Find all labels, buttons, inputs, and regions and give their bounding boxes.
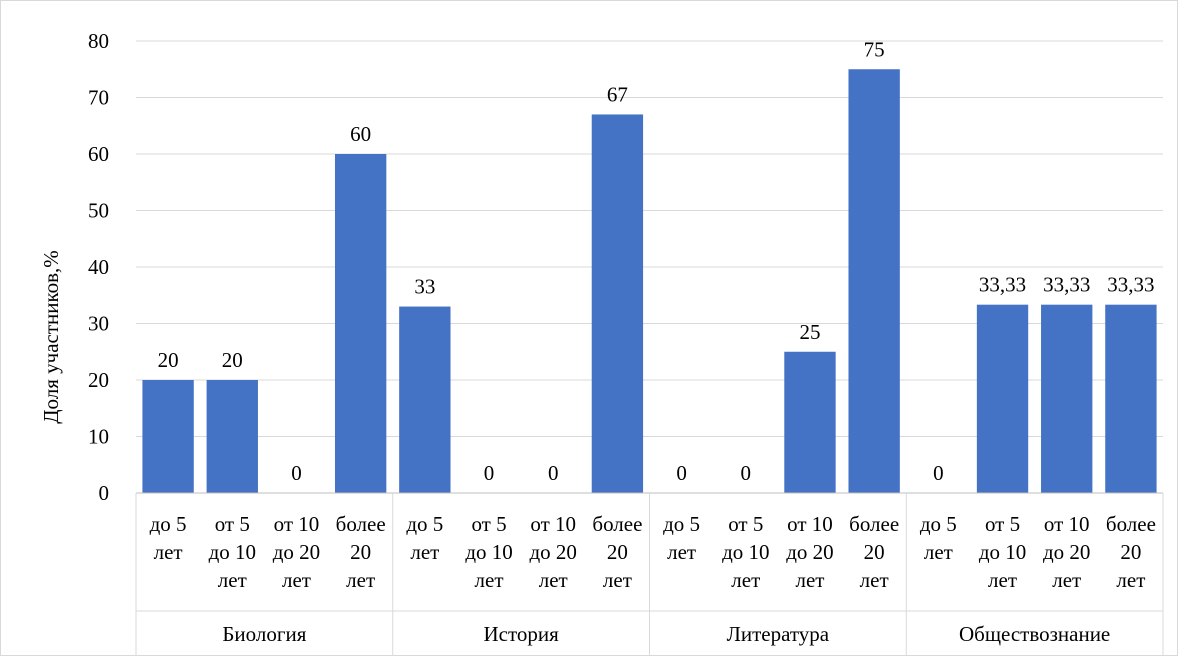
category-label: от 5 [985,512,1020,536]
category-label: до 20 [273,540,320,564]
y-tick-label: 80 [88,29,109,53]
category-label: от 10 [787,512,833,536]
category-label: лет [1052,568,1081,592]
bar [784,351,836,493]
category-label: до 5 [150,512,187,536]
y-tick-label: 70 [88,86,109,110]
bar [1105,304,1157,493]
data-label: 33 [414,275,435,299]
y-tick-label: 40 [88,255,109,279]
category-label: лет [346,568,375,592]
category-label: лет [410,540,439,564]
data-label: 0 [548,461,559,485]
data-label: 33,33 [979,273,1026,297]
y-tick-label: 60 [88,142,109,166]
bar [399,306,451,493]
group-label: Обществознание [959,622,1110,646]
category-label: лет [667,540,696,564]
category-label: 20 [607,540,628,564]
y-tick-label: 10 [88,425,109,449]
category-label: лет [603,568,632,592]
category-label: от 10 [1044,512,1090,536]
category-label: более [849,512,899,536]
category-label: от 10 [530,512,576,536]
category-label: лет [924,540,953,564]
y-axis-ticks: 0 10 20 30 40 50 60 70 80 [88,29,109,505]
data-label: 75 [864,37,885,61]
category-label: от 5 [215,512,250,536]
category-label: лет [860,568,889,592]
data-label: 20 [158,348,179,372]
bars [142,69,1157,493]
y-tick-label: 30 [88,312,109,336]
y-tick-label: 0 [99,481,110,505]
bar [206,380,258,493]
category-label: до 10 [465,540,512,564]
data-label: 60 [350,122,371,146]
data-label: 0 [933,461,944,485]
category-label: более [1106,512,1156,536]
category-label: лет [539,568,568,592]
category-label: более [592,512,642,536]
y-axis-title: Доля участников,% [39,250,63,424]
category-label: от 5 [471,512,506,536]
bar [142,380,194,493]
category-label: до 5 [406,512,443,536]
category-label: лет [795,568,824,592]
category-label: до 10 [209,540,256,564]
bar [591,114,644,493]
data-label: 33,33 [1107,273,1154,297]
category-label: до 5 [663,512,700,536]
category-label: лет [475,568,504,592]
data-label: 0 [676,461,687,485]
category-label: 20 [864,540,885,564]
data-label: 67 [607,82,628,106]
y-tick-label: 50 [88,199,109,223]
data-label: 25 [799,320,820,344]
category-label: лет [731,568,760,592]
x-axis: до 5 лет от 5 до 10 лет от 10 до 20 лет более 20 л… [135,492,1164,656]
category-label: от 10 [274,512,320,536]
category-label: лет [218,568,247,592]
group-label: Биология [222,622,306,646]
category-label: до 10 [979,540,1026,564]
bar [1041,304,1093,493]
data-label: 20 [222,348,243,372]
bar [848,69,900,493]
data-label: 33,33 [1043,273,1090,297]
data-label: 0 [484,461,495,485]
group-label: Литература [727,622,830,646]
category-label: 20 [1120,540,1141,564]
category-label: лет [988,568,1017,592]
category-label: до 20 [530,540,577,564]
data-label: 0 [741,461,752,485]
category-label: до 20 [1043,540,1090,564]
category-label: от 5 [728,512,763,536]
category-label: лет [282,568,311,592]
group-label: История [483,622,559,646]
y-tick-label: 20 [88,368,109,392]
category-label: лет [154,540,183,564]
gridlines [136,40,1163,437]
category-label: лет [1116,568,1145,592]
category-label: более [336,512,386,536]
bar [976,304,1029,493]
category-label: до 5 [920,512,957,536]
category-label: до 20 [786,540,833,564]
category-label: 20 [350,540,371,564]
data-label: 0 [291,461,302,485]
bar [334,154,387,493]
data-labels: 20 20 0 60 33 0 0 67 0 0 25 75 0 33,33 33,33 33,33 [158,37,1155,485]
category-label: до 10 [722,540,769,564]
